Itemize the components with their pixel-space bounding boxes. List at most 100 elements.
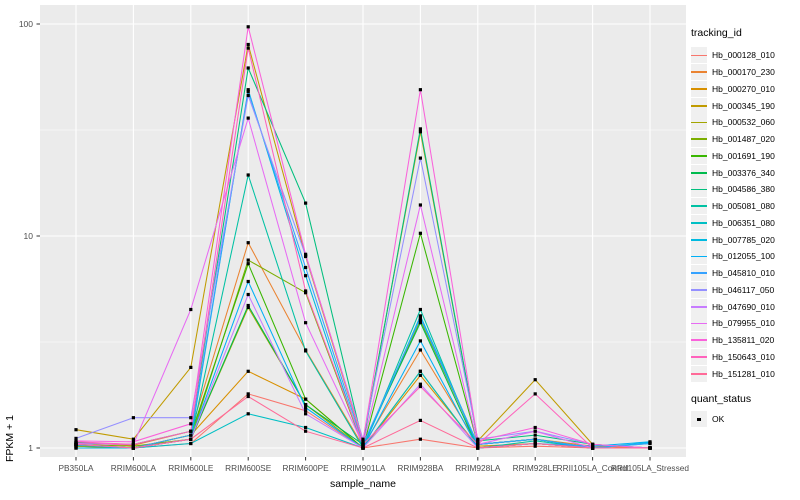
data-point [304,425,308,430]
data-point [648,440,652,444]
legend-item-Hb_004586_380: Hb_004586_380 [691,181,775,198]
legend-item-quant-ok: OK [691,411,775,428]
legend-key-line-icon [691,222,707,224]
data-point [246,42,250,47]
legend-title-tracking-id: tracking_id [691,27,742,39]
x-tick-label: RRIM600SE [225,463,272,473]
data-point [591,444,595,448]
legend: tracking_id Hb_000128_010 Hb_000170_230 Hb… [691,27,775,428]
legend-key [691,315,707,332]
data-point [131,416,135,420]
legend-item-label: Hb_000532_060 [712,117,775,128]
data-point [189,307,193,312]
y-axis-title: FPKM + 1 [4,415,16,462]
legend-key-line-icon [691,54,707,57]
data-point [476,437,480,441]
legend-key [691,64,707,81]
legend-key-line-icon [691,289,707,291]
data-point [246,303,250,308]
data-point [246,88,250,92]
legend-key [691,164,707,181]
data-point [418,130,422,134]
data-point [131,442,135,446]
data-point [246,258,250,262]
legend-key [691,80,707,97]
legend-item-Hb_003376_340: Hb_003376_340 [691,164,775,181]
legend-item-Hb_135811_020: Hb_135811_020 [691,332,775,349]
legend-item-label: Hb_135811_020 [712,335,775,346]
legend-key [691,248,707,265]
data-point [304,201,308,205]
legend-item-label: Hb_007785_020 [712,234,775,245]
legend-item-label: Hb_045810_010 [712,268,775,279]
legend-key [691,147,707,164]
data-point [246,392,250,396]
data-point [246,93,250,98]
legend-key-line-icon [691,255,707,258]
data-point [418,384,422,389]
data-point [246,394,250,399]
legend-item-label: Hb_004586_380 [712,184,775,195]
legend-key [691,114,707,131]
legend-key-line-icon [691,205,707,207]
legend-key [691,298,707,315]
x-tick-label: RRIM928LA [455,463,501,473]
data-point [74,440,78,444]
legend-key [691,265,707,282]
legend-key-line-icon [691,322,707,325]
legend-item-label: Hb_006351_080 [712,217,775,228]
legend-item-label: Hb_079955_010 [712,318,775,329]
legend-key-line-icon [691,356,707,358]
legend-title-quant-status: quant_status [691,393,752,405]
data-point [189,429,193,433]
data-point [246,90,250,94]
data-point [304,409,308,413]
legend-key [691,231,707,248]
x-tick-label: RRIM600PE [283,463,330,473]
data-point [304,265,308,270]
legend-key-line-icon [691,188,707,191]
x-tick-label: RRIM600LE [168,463,214,473]
legend-item-label: Hb_001691_190 [712,150,775,161]
data-point [246,173,250,177]
legend-key-line-icon [691,171,707,174]
legend-item-Hb_150643_010: Hb_150643_010 [691,348,775,366]
data-point [533,437,537,441]
x-axis-title: sample_name [330,478,396,490]
legend-key [691,281,707,298]
legend-item-label: Hb_151281_010 [712,368,775,379]
data-point [591,446,595,450]
data-point [418,318,422,322]
data-point [304,321,308,325]
ok-point-icon [697,417,701,422]
data-point [361,444,365,448]
y-tick-label: 10 [24,231,34,241]
data-point [361,446,365,450]
data-point [304,412,308,416]
legend-item-Hb_000345_190: Hb_000345_190 [691,97,775,114]
data-point [648,446,652,450]
data-point [418,307,422,312]
data-point [189,437,193,441]
legend-key-line-icon [691,104,707,107]
data-point [418,127,422,131]
data-point [131,446,135,450]
data-point [361,442,365,446]
data-point [533,392,537,396]
legend-item-label: Hb_150643_010 [712,351,775,362]
legend-key [691,332,707,349]
data-point [533,425,537,430]
legend-item-Hb_001691_190: Hb_001691_190 [691,147,775,165]
legend-key [691,198,707,215]
data-point [189,365,193,369]
data-point [131,444,135,448]
x-tick-label: RRII105LA_Control [557,463,629,473]
data-point [418,316,422,320]
legend-key [691,97,707,114]
legend-key-line-icon [691,155,707,157]
data-point [418,321,422,325]
data-point [131,440,135,444]
data-point [418,437,422,441]
